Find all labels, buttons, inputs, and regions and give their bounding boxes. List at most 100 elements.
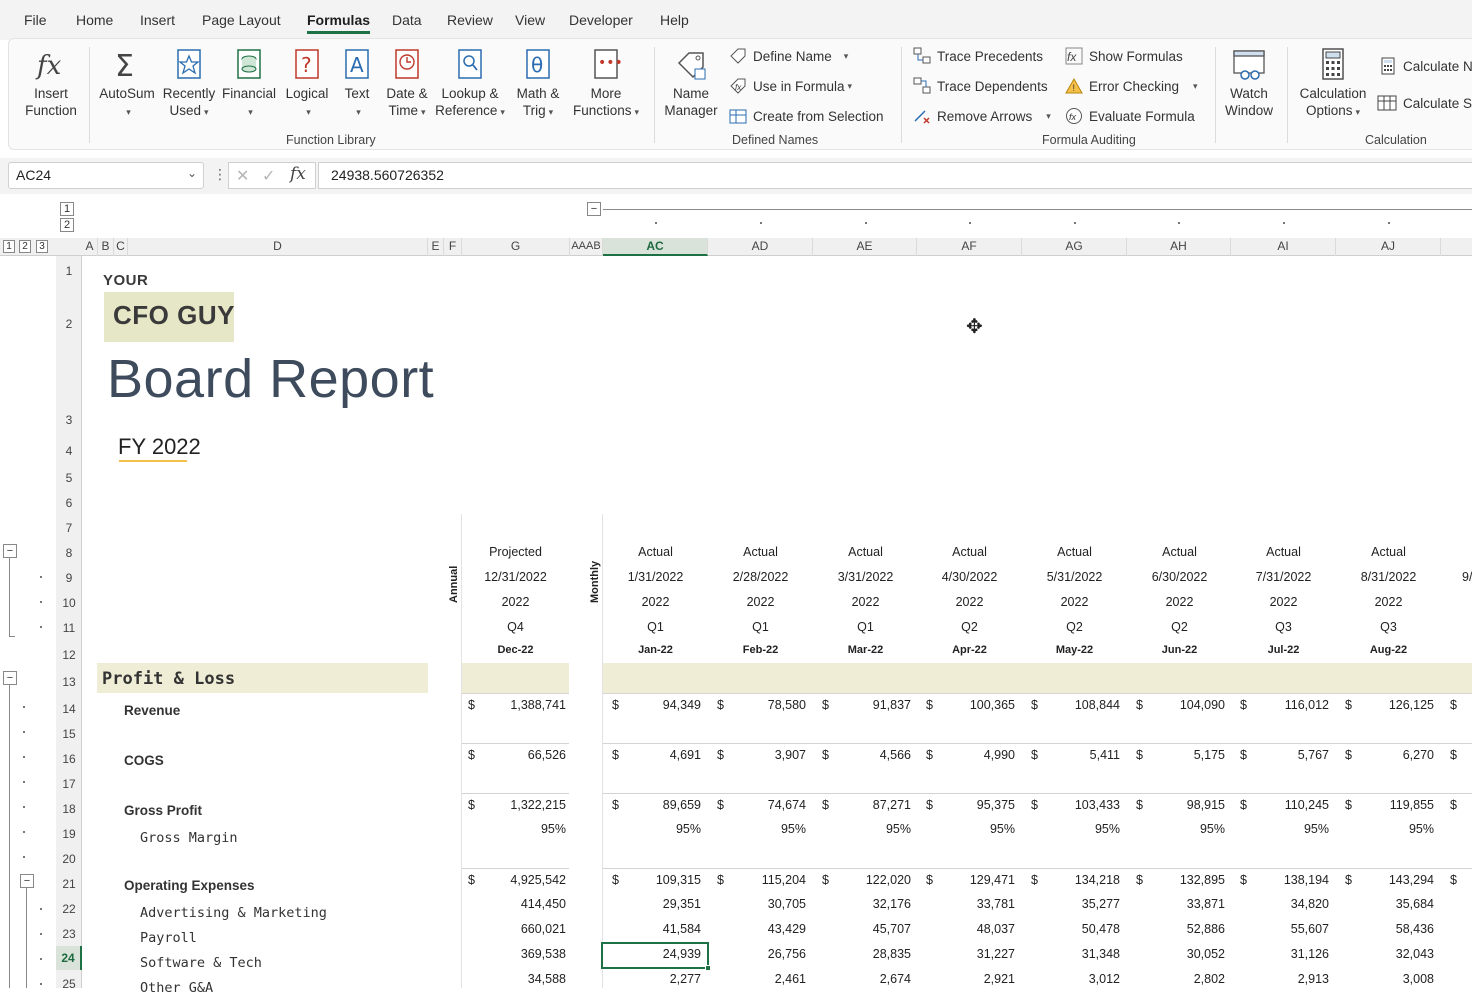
- column-header-ad[interactable]: AD: [708, 238, 813, 256]
- column-header-ac[interactable]: AC: [603, 238, 708, 256]
- row-header-21[interactable]: 21: [62, 877, 76, 891]
- insert-function-button[interactable]: fx Insert Function: [19, 47, 83, 119]
- date-time-button[interactable]: Date & Time ▾: [379, 47, 435, 121]
- row-header-19[interactable]: 19: [62, 827, 76, 841]
- outline-row-level-1[interactable]: 1: [60, 202, 74, 216]
- value-annual-21: 4,925,542: [510, 873, 566, 887]
- collapse-rows-8-button[interactable]: −: [3, 544, 17, 558]
- column-header-ag[interactable]: AG: [1022, 238, 1127, 256]
- create-from-selection-button[interactable]: Create from Selection: [729, 107, 884, 125]
- fill-handle[interactable]: [705, 965, 711, 971]
- row-header-5[interactable]: 5: [65, 471, 73, 485]
- remove-arrows-button[interactable]: Remove Arrows ▾: [913, 107, 1051, 125]
- lookup-reference-button[interactable]: Lookup & Reference ▾: [433, 47, 507, 121]
- tab-view[interactable]: View: [515, 12, 546, 28]
- value-month-2-14: 78,580: [767, 698, 806, 712]
- row-header-16[interactable]: 16: [62, 752, 76, 766]
- value-month-8-16: 6,270: [1402, 748, 1434, 762]
- tab-insert[interactable]: Insert: [140, 12, 176, 28]
- tab-formulas[interactable]: Formulas: [307, 12, 371, 34]
- dollar-month-4-21: $: [926, 873, 933, 887]
- row-header-15[interactable]: 15: [62, 727, 76, 741]
- calculation-options-button[interactable]: Calculation Options ▾: [1291, 47, 1375, 121]
- use-in-formula-button[interactable]: fx Use in Formula ▾: [729, 77, 852, 95]
- row-header-3[interactable]: 3: [65, 413, 73, 427]
- column-header-aj[interactable]: AJ: [1336, 238, 1441, 256]
- outline-row-level-2[interactable]: 2: [60, 218, 74, 232]
- define-name-button[interactable]: Define Name ▾: [729, 47, 848, 65]
- text-button[interactable]: A Text ▾: [337, 47, 377, 121]
- column-header-ai[interactable]: AI: [1231, 238, 1336, 256]
- evaluate-formula-button[interactable]: fx Evaluate Formula: [1065, 107, 1195, 125]
- column-header-b[interactable]: B: [98, 238, 114, 256]
- tab-developer[interactable]: Developer: [569, 12, 633, 28]
- row-header-11[interactable]: 11: [62, 621, 76, 635]
- tab-data[interactable]: Data: [392, 12, 422, 28]
- column-header-af[interactable]: AF: [917, 238, 1022, 256]
- recently-used-button[interactable]: Recently Used ▾: [159, 47, 219, 121]
- autosum-button[interactable]: Σ AutoSum ▾: [99, 49, 155, 117]
- row-header-24[interactable]: 24: [56, 946, 82, 970]
- formula-bar: AC24 ⌄ ⋮ ✕ ✓ fx 24938.560726352: [0, 158, 1472, 194]
- cancel-icon[interactable]: ✕: [236, 168, 250, 185]
- more-options-icon[interactable]: ⋮: [213, 166, 227, 182]
- column-header-ah[interactable]: AH: [1127, 238, 1231, 256]
- trace-precedents-button[interactable]: Trace Precedents: [913, 47, 1043, 65]
- column-header-d[interactable]: D: [128, 238, 428, 256]
- column-header-ae[interactable]: AE: [813, 238, 917, 256]
- annual-period: Dec-22: [497, 644, 534, 656]
- financial-button[interactable]: Financial ▾: [219, 47, 279, 121]
- math-trig-button[interactable]: θ Math & Trig ▾: [509, 47, 567, 121]
- column-header-e[interactable]: E: [428, 238, 444, 256]
- row-header-6[interactable]: 6: [65, 496, 73, 510]
- row-header-8[interactable]: 8: [65, 546, 73, 560]
- name-manager-button[interactable]: Name Manager: [661, 47, 721, 119]
- row-header-25[interactable]: 25: [62, 977, 76, 991]
- row-header-2[interactable]: 2: [65, 317, 73, 331]
- calculate-sheet-button[interactable]: Calculate Sh: [1377, 94, 1472, 112]
- tab-help[interactable]: Help: [660, 12, 689, 28]
- logical-button[interactable]: ? Logical ▾: [279, 47, 335, 121]
- column-header-aa-ab[interactable]: AAAB: [570, 238, 603, 256]
- watch-window-button[interactable]: Watch Window: [1217, 47, 1281, 119]
- row-header-18[interactable]: 18: [62, 802, 76, 816]
- tab-file[interactable]: File: [24, 12, 47, 28]
- row-header-7[interactable]: 7: [65, 521, 73, 535]
- collapse-rows-13-button[interactable]: −: [3, 671, 17, 685]
- row-header-10[interactable]: 10: [62, 596, 76, 610]
- column-header-g[interactable]: G: [462, 238, 570, 256]
- column-header-a[interactable]: A: [82, 238, 98, 256]
- row-header-14[interactable]: 14: [62, 702, 76, 716]
- collapse-rows-21-button[interactable]: −: [20, 874, 34, 888]
- row-header-12[interactable]: 12: [62, 648, 76, 662]
- name-box[interactable]: AC24 ⌄: [8, 162, 204, 189]
- row-header-1[interactable]: 1: [65, 264, 73, 278]
- row-header-17[interactable]: 17: [62, 777, 76, 791]
- row-header-13[interactable]: 13: [62, 675, 76, 689]
- selected-cell-ac24[interactable]: [601, 942, 709, 969]
- column-header-f[interactable]: F: [444, 238, 462, 256]
- outline-level-1-button[interactable]: 1: [3, 240, 15, 253]
- outline-level-3-button[interactable]: 3: [36, 240, 48, 253]
- enter-check-icon[interactable]: ✓: [262, 168, 276, 185]
- tab-page-layout[interactable]: Page Layout: [202, 12, 281, 28]
- value-month-7-23: 55,607: [1290, 922, 1329, 936]
- formula-input[interactable]: 24938.560726352: [318, 162, 1472, 189]
- collapse-columns-button[interactable]: −: [587, 202, 601, 216]
- row-header-22[interactable]: 22: [62, 902, 76, 916]
- row-header-23[interactable]: 23: [62, 927, 76, 941]
- trace-dependents-button[interactable]: Trace Dependents: [913, 77, 1048, 95]
- column-header-c[interactable]: C: [114, 238, 128, 256]
- tab-home[interactable]: Home: [76, 12, 114, 28]
- calculate-now-button[interactable]: Calculate No: [1379, 57, 1472, 75]
- outline-level-2-button[interactable]: 2: [19, 240, 31, 253]
- chevron-down-icon[interactable]: ⌄: [186, 166, 197, 180]
- more-functions-button[interactable]: ••• More Functions ▾: [567, 47, 645, 121]
- row-header-9[interactable]: 9: [65, 571, 73, 585]
- tab-review[interactable]: Review: [447, 12, 493, 28]
- error-checking-button[interactable]: ! Error Checking ▾: [1065, 77, 1198, 95]
- insert-function-icon[interactable]: fx: [290, 164, 306, 184]
- row-header-20[interactable]: 20: [62, 852, 76, 866]
- show-formulas-button[interactable]: fx Show Formulas: [1065, 47, 1183, 65]
- row-header-4[interactable]: 4: [65, 444, 73, 458]
